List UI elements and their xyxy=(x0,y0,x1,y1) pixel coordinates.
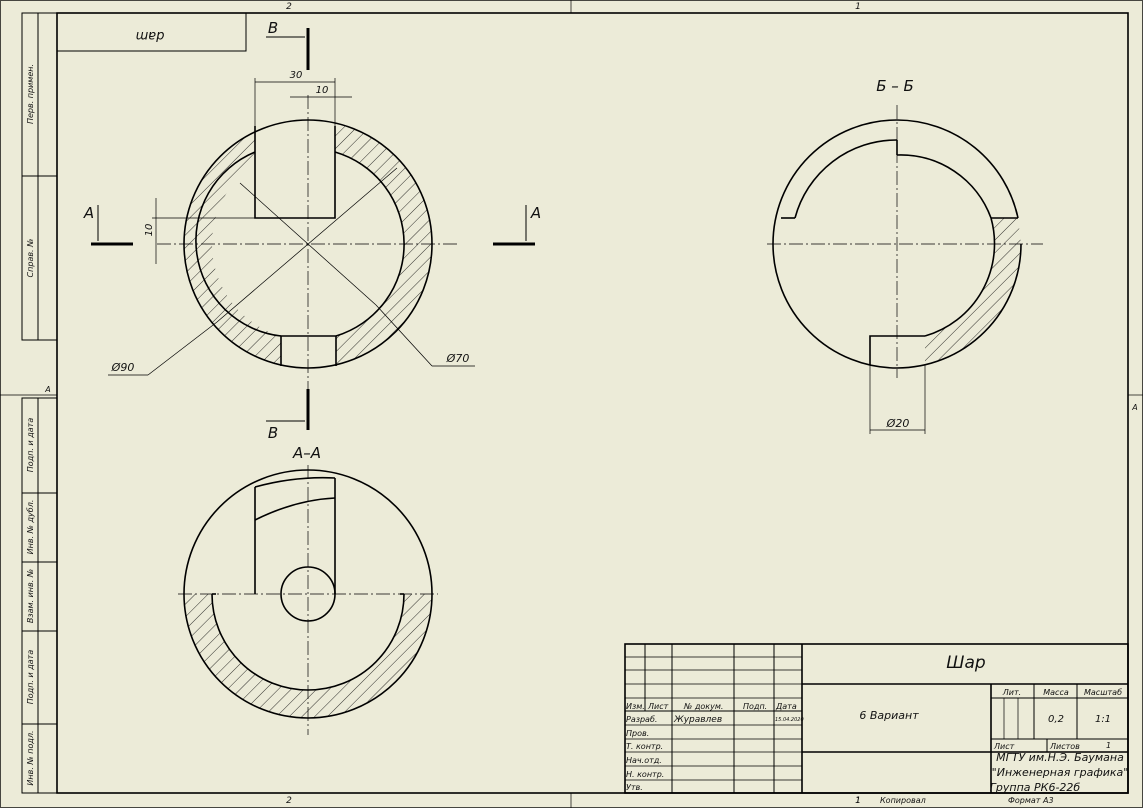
variant-label: 6 Вариант xyxy=(859,709,919,722)
lit-label: Лит. xyxy=(1002,688,1021,697)
section-mark-a-right: А xyxy=(530,204,541,222)
col-izm: Изм. xyxy=(626,702,645,711)
col-list: Лист xyxy=(647,702,669,711)
strip-label-inv-podl: Инв. № подл. xyxy=(26,730,35,785)
strip-label-vzam-inv: Взам. инв. № xyxy=(26,569,35,623)
strip-label-podp-data: Подп. и дата xyxy=(26,650,35,705)
front-view xyxy=(91,28,535,430)
row-n-kontr: Н. контр. xyxy=(626,770,664,779)
side-strip xyxy=(21,12,58,794)
strip-label-sprav-no: Справ. № xyxy=(26,239,35,278)
document-title: Шар xyxy=(946,653,986,673)
section-mark-a-left: А xyxy=(83,204,94,222)
section-mark-b-bottom: В xyxy=(268,424,278,442)
dimension-inner-diameter: Ø70 xyxy=(446,352,470,365)
scale-value: 1:1 xyxy=(1095,714,1111,725)
organization-line: Группа РК6-22б xyxy=(990,781,1081,794)
col-data: Дата xyxy=(775,702,797,711)
strip-label-podp-data: Подп. и дата xyxy=(26,418,35,473)
dimension-hole-diameter: Ø20 xyxy=(886,417,910,430)
sheet-label: Лист xyxy=(993,742,1015,751)
zone-label: 1 xyxy=(855,2,861,12)
dimension-depth: 10 xyxy=(144,224,155,237)
sheets-label: Листов xyxy=(1049,742,1080,751)
col-podp: Подп. xyxy=(743,702,767,711)
copy-mark: 1 xyxy=(855,796,860,805)
zone-label: A xyxy=(44,385,50,394)
section-bb-view xyxy=(767,105,1043,434)
organization-line: МГТУ им.Н.Э. Баумана xyxy=(996,751,1124,764)
mass-label: Масса xyxy=(1043,688,1069,697)
zone-label: 1 xyxy=(855,796,861,806)
developer-name: Журавлев xyxy=(673,715,722,725)
organization-line: "Инженерная графика" xyxy=(992,766,1129,779)
section-bb-title: Б – Б xyxy=(876,77,914,95)
zone-label: 2 xyxy=(286,2,292,12)
section-aa-view xyxy=(178,465,438,735)
strip-label-perv-primen: Перв. примен. xyxy=(26,64,35,124)
scale-label: Масштаб xyxy=(1084,688,1122,697)
mass-value: 0,2 xyxy=(1048,714,1064,725)
zone-label: 2 xyxy=(286,796,292,806)
format-label: Формат А3 xyxy=(1008,796,1054,805)
dimension-outer-diameter: Ø90 xyxy=(111,361,135,374)
row-razrab: Разраб. xyxy=(626,715,657,724)
copied-label: Копировал xyxy=(880,796,926,805)
zone-label: A xyxy=(1131,403,1137,412)
strip-label-inv-dubl: Инв. № дубл. xyxy=(26,500,35,555)
col-doc: № докум. xyxy=(683,702,723,711)
row-prov: Пров. xyxy=(626,729,649,738)
row-nach-otd: Нач.отд. xyxy=(626,756,662,765)
row-t-kontr: Т. контр. xyxy=(626,742,663,751)
corner-stamp: dam xyxy=(136,28,165,43)
row-utv: Утв. xyxy=(626,783,643,792)
dimension-offset: 10 xyxy=(316,85,329,96)
developer-date: 15.04.2020 xyxy=(775,717,804,723)
section-aa-title: А–А xyxy=(292,444,321,462)
title-block xyxy=(624,643,1129,794)
section-mark-b-top: В xyxy=(268,19,278,37)
dimension-slot-width: 30 xyxy=(290,70,303,81)
sheets-count: 1 xyxy=(1106,741,1111,750)
corner-stamp-box xyxy=(56,12,247,52)
